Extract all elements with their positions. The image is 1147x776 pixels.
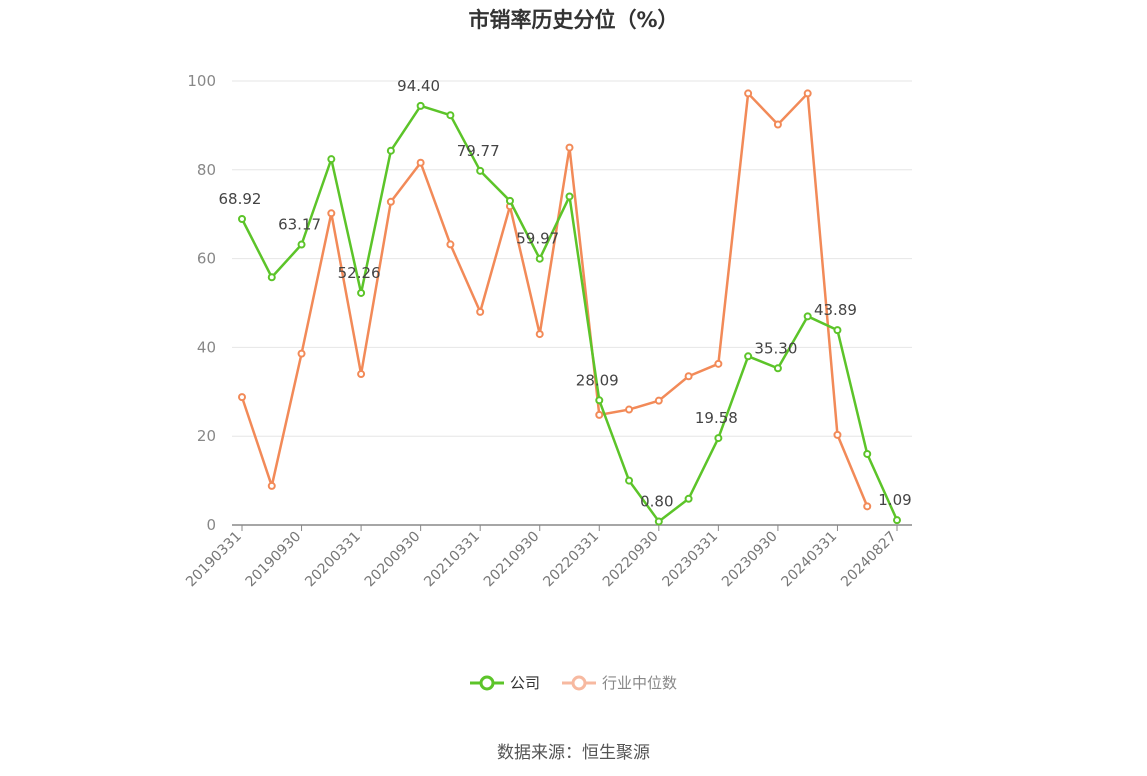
data-point-company bbox=[327, 155, 336, 164]
y-tick-label: 60 bbox=[197, 250, 216, 268]
data-point-industry bbox=[535, 330, 544, 339]
legend-label-industry: 行业中位数 bbox=[602, 674, 678, 692]
x-tick-label: 20210930 bbox=[481, 529, 543, 591]
data-point-company bbox=[565, 192, 574, 201]
data-point-company bbox=[684, 494, 693, 503]
data-point-industry bbox=[416, 158, 425, 167]
data-point-industry bbox=[714, 359, 723, 368]
data-point-company bbox=[833, 326, 842, 335]
data-label: 19.58 bbox=[695, 409, 738, 427]
data-point-industry bbox=[684, 372, 693, 381]
data-point-industry bbox=[744, 89, 753, 98]
data-point-company bbox=[714, 434, 723, 443]
data-point-company bbox=[238, 214, 246, 223]
x-tick-label: 20240827 bbox=[838, 529, 900, 591]
legend-label-company: 公司 bbox=[509, 674, 540, 692]
legend-company-marker-icon bbox=[469, 675, 504, 690]
legend-item-industry[interactable]: 行业中位数 bbox=[562, 672, 677, 693]
legend: 公司 行业中位数 bbox=[0, 672, 1147, 693]
y-tick-label: 40 bbox=[197, 338, 216, 356]
data-label: 59.97 bbox=[516, 230, 559, 248]
y-tick-label: 0 bbox=[206, 516, 216, 534]
data-point-company bbox=[535, 254, 544, 263]
data-point-company bbox=[446, 111, 455, 120]
data-point-company bbox=[386, 146, 395, 155]
x-tick-label: 20220331 bbox=[540, 529, 602, 591]
data-point-industry bbox=[267, 481, 276, 490]
x-tick-label: 20220930 bbox=[600, 529, 662, 591]
data-point-company bbox=[267, 273, 276, 282]
data-label: 28.09 bbox=[576, 371, 619, 389]
data-point-industry bbox=[803, 89, 812, 98]
data-point-industry bbox=[625, 405, 634, 414]
data-point-industry bbox=[476, 307, 485, 316]
legend-item-company[interactable]: 公司 bbox=[469, 672, 540, 693]
data-label: 35.30 bbox=[754, 339, 797, 357]
data-point-company bbox=[476, 166, 485, 175]
data-point-company bbox=[773, 364, 782, 373]
x-tick-label: 20240331 bbox=[779, 529, 841, 591]
data-label: 43.89 bbox=[814, 301, 857, 319]
data-label: 1.09 bbox=[878, 491, 911, 509]
y-tick-label: 20 bbox=[197, 427, 216, 445]
data-point-company bbox=[297, 240, 306, 249]
x-tick-label: 20200331 bbox=[302, 529, 364, 591]
data-label: 63.17 bbox=[278, 216, 321, 234]
data-label: 0.80 bbox=[640, 492, 673, 510]
data-point-company bbox=[893, 516, 901, 525]
data-point-company bbox=[416, 101, 425, 110]
data-point-company bbox=[625, 476, 634, 485]
data-point-industry bbox=[654, 396, 663, 405]
chart-title: 市销率历史分位（%） bbox=[468, 8, 679, 32]
y-tick-label: 100 bbox=[187, 72, 216, 90]
data-point-industry bbox=[833, 430, 842, 439]
series-line-company bbox=[240, 104, 899, 523]
data-point-company bbox=[357, 288, 366, 297]
x-tick-label: 20190331 bbox=[183, 529, 245, 591]
axes: 0 20 40 60 80 100 2019033120190930202003312020… bbox=[183, 72, 912, 590]
x-tick-label: 20210331 bbox=[421, 529, 483, 591]
data-source: 数据来源：恒生聚源 bbox=[497, 743, 650, 763]
x-tick-label: 20200930 bbox=[362, 529, 424, 591]
data-point-industry bbox=[327, 209, 336, 218]
x-tick-label: 20230331 bbox=[659, 529, 721, 591]
series bbox=[238, 89, 901, 526]
data-label: 68.92 bbox=[219, 190, 262, 208]
data-point-industry bbox=[565, 143, 574, 152]
data-label: 94.40 bbox=[397, 77, 440, 95]
data-point-industry bbox=[446, 240, 455, 249]
legend-industry-marker-icon bbox=[562, 675, 596, 690]
data-point-industry bbox=[238, 393, 246, 402]
data-point-company bbox=[505, 196, 514, 205]
data-point-industry bbox=[595, 410, 604, 419]
line-chart: 0 20 40 60 80 100 2019033120190930202003312020… bbox=[183, 72, 912, 590]
data-point-company bbox=[863, 449, 872, 458]
x-tick-label: 20230930 bbox=[719, 529, 781, 591]
data-point-company bbox=[744, 352, 753, 361]
data-point-industry bbox=[297, 349, 306, 358]
data-point-company bbox=[803, 312, 812, 321]
data-labels: 68.92 63.17 52.26 94.40 79.77 59.97 28.09 0.80 1… bbox=[219, 77, 912, 511]
data-point-company bbox=[595, 396, 604, 405]
data-label: 52.26 bbox=[338, 264, 381, 282]
data-point-industry bbox=[357, 370, 366, 379]
x-tick-label: 20190930 bbox=[243, 529, 305, 591]
data-point-industry bbox=[386, 197, 395, 206]
data-label: 79.77 bbox=[457, 142, 500, 160]
data-point-company bbox=[654, 517, 663, 526]
series-line-industry bbox=[240, 92, 869, 507]
data-point-industry bbox=[773, 120, 782, 129]
data-point-industry bbox=[863, 502, 872, 511]
y-tick-label: 80 bbox=[197, 161, 216, 179]
